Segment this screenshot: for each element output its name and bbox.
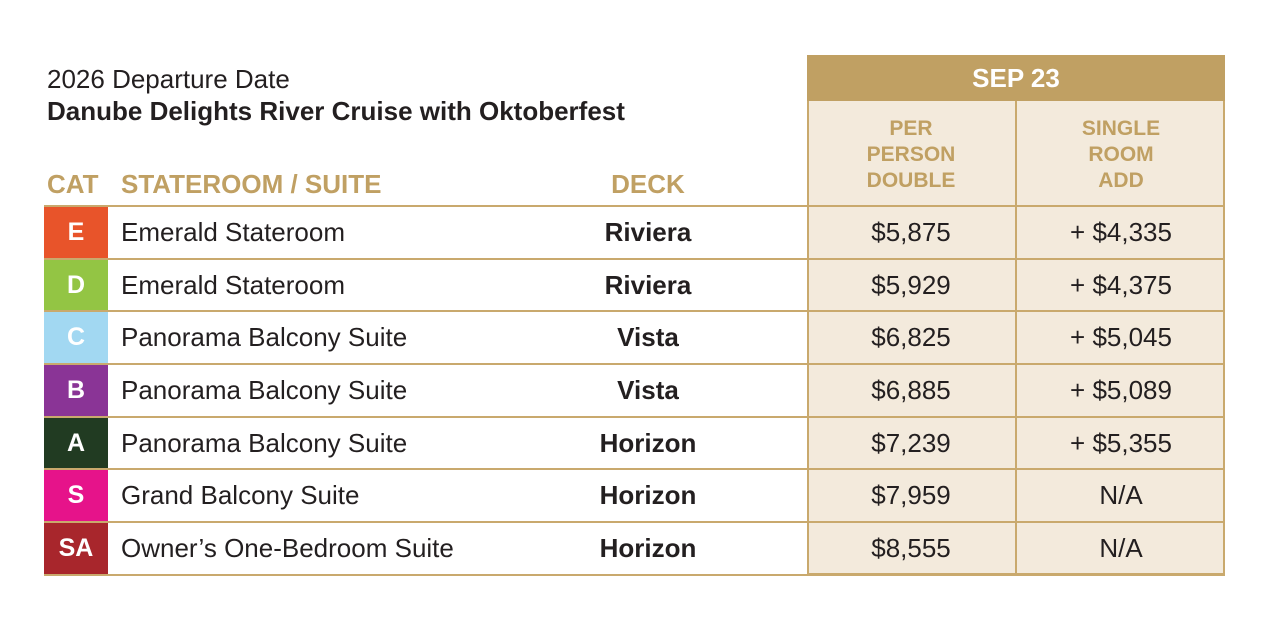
single-room-add-price: + $4,335 (1070, 216, 1172, 247)
stateroom-name: Panorama Balcony Suite (121, 427, 408, 458)
price-table: E Emerald Stateroom Riviera $5,875 + $4,335 D… (44, 205, 1225, 576)
table-row: C Panorama Balcony Suite Vista $6,825 + $5,0… (44, 310, 1225, 364)
per-person-double-header: PER PERSON DOUBLE (807, 116, 1015, 194)
deck-name: Vista (617, 322, 679, 353)
per-person-double-price: $5,929 (871, 269, 951, 300)
table-row: S Grand Balcony Suite Horizon $7,959 N/A (44, 468, 1225, 522)
stateroom-name: Panorama Balcony Suite (121, 374, 408, 405)
single-room-add-price: + $5,355 (1070, 427, 1172, 458)
single-room-add-price: + $4,375 (1070, 269, 1172, 300)
per-person-double-price: $6,825 (871, 322, 951, 353)
single-room-add-price: + $5,045 (1070, 322, 1172, 353)
deck-name: Riviera (604, 269, 692, 300)
stateroom-name: Grand Balcony Suite (121, 480, 360, 511)
category-badge: SA (44, 523, 108, 574)
departure-date-header: SEP 23 (807, 55, 1225, 101)
per-person-double-price: $7,959 (871, 480, 951, 511)
cat-column-header: CAT (47, 169, 99, 199)
deck-name: Horizon (599, 532, 697, 563)
stateroom-name: Emerald Stateroom (121, 269, 345, 300)
per-person-double-price: $5,875 (871, 216, 951, 247)
stateroom-name: Emerald Stateroom (121, 216, 345, 247)
departure-date-label: 2026 Departure Date (47, 64, 290, 94)
deck-name: Horizon (599, 480, 697, 511)
stateroom-column-header: STATEROOM / SUITE (121, 169, 382, 199)
table-row: D Emerald Stateroom Riviera $5,929 + $4,375 (44, 257, 1225, 311)
category-badge: S (44, 470, 108, 522)
single-room-add-header: SINGLE ROOM ADD (1017, 116, 1225, 194)
deck-name: Horizon (599, 427, 697, 458)
per-person-double-header-line: PER (889, 117, 933, 140)
per-person-double-price: $7,239 (871, 427, 951, 458)
category-badge: A (44, 417, 108, 469)
single-room-add-header-line: ROOM (1088, 143, 1154, 166)
per-person-double-header-line: DOUBLE (866, 169, 956, 192)
table-row: E Emerald Stateroom Riviera $5,875 + $4,335 (44, 205, 1225, 258)
category-badge: D (44, 259, 108, 311)
per-person-double-price: $8,555 (871, 532, 951, 563)
single-room-add-header-line: SINGLE (1081, 117, 1161, 140)
table-row: SA Owner’s One-Bedroom Suite Horizon $8,555… (44, 521, 1225, 576)
category-badge: E (44, 207, 108, 258)
single-room-add-price: N/A (1099, 480, 1143, 511)
deck-column-header: DECK (611, 169, 685, 199)
deck-name: Riviera (604, 216, 692, 247)
single-room-add-price: + $5,089 (1070, 374, 1172, 405)
stateroom-name: Owner’s One-Bedroom Suite (121, 532, 454, 563)
table-row: B Panorama Balcony Suite Vista $6,885 + $5,0… (44, 363, 1225, 416)
stateroom-name: Panorama Balcony Suite (121, 322, 408, 353)
category-badge: B (44, 365, 108, 416)
table-row: A Panorama Balcony Suite Horizon $7,239 + $5… (44, 415, 1225, 469)
category-badge: C (44, 312, 108, 364)
deck-name: Vista (617, 374, 679, 405)
single-room-add-price: N/A (1099, 532, 1143, 563)
price-column-divider (1015, 101, 1017, 575)
per-person-double-price: $6,885 (871, 374, 951, 405)
per-person-double-header-line: PERSON (866, 143, 956, 166)
single-room-add-header-line: ADD (1098, 169, 1144, 192)
cruise-title: Danube Delights River Cruise with Oktobe… (47, 96, 625, 126)
